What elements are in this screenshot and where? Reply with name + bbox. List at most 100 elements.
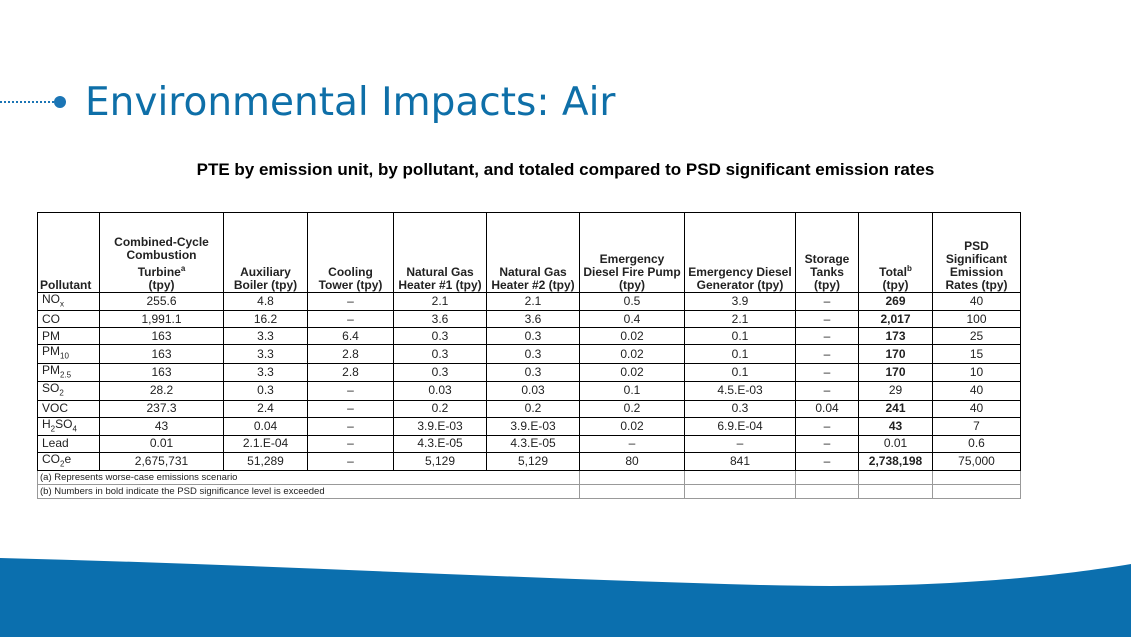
value-cell: 3.3 [223, 344, 308, 364]
pollutant-cell: H2SO4 [37, 416, 100, 436]
value-cell: 5,129 [393, 451, 487, 472]
pollutant-cell: PM [37, 327, 100, 346]
emissions-table: Pollutant Combined-Cycle Combustion Turb… [37, 212, 1021, 500]
value-cell: 2.1 [486, 291, 580, 312]
psd-rate-cell: 15 [932, 344, 1021, 364]
pollutant-cell: Lead [37, 434, 100, 453]
total-cell: 2,738,198 [858, 451, 933, 472]
value-cell: – [307, 434, 394, 453]
pollutant-cell: CO [37, 310, 100, 329]
table-row: CO2e 2,675,731 51,289–5,129 5,129 80 841–2,73… [37, 451, 1021, 472]
psd-rate-cell: 40 [932, 381, 1021, 401]
table-row: PM10 163 3.3 2.8 0.3 0.3 0.02 0.1–170 15 [37, 344, 1021, 364]
value-cell: 3.9 [684, 291, 796, 312]
title-bullet-icon [54, 96, 66, 108]
value-cell: 0.1 [579, 381, 685, 401]
psd-rate-cell: 40 [932, 399, 1021, 418]
title-dotted-line [0, 101, 58, 103]
pollutant-cell: NOx [37, 291, 100, 312]
value-cell: 2.4 [223, 399, 308, 418]
value-cell: – [795, 310, 859, 329]
note-b: (b) Numbers in bold indicate the PSD sig… [37, 484, 580, 500]
value-cell: – [684, 434, 796, 453]
value-cell: 0.03 [486, 381, 580, 401]
value-cell: 4.3.E-05 [486, 434, 580, 453]
value-cell: 0.2 [579, 399, 685, 418]
header-gas-heater-1: Natural Gas Heater #1 (tpy) [393, 212, 487, 293]
value-cell: 0.1 [684, 327, 796, 346]
value-cell: 43 [99, 416, 224, 436]
value-cell: 2.8 [307, 362, 394, 383]
value-cell: – [307, 399, 394, 418]
header-gas-heater-2: Natural Gas Heater #2 (tpy) [486, 212, 580, 293]
header-storage-tanks: Storage Tanks (tpy) [795, 212, 859, 293]
total-cell: 29 [858, 381, 933, 401]
value-cell: 0.03 [393, 381, 487, 401]
value-cell: 0.3 [393, 327, 487, 346]
value-cell: 0.3 [393, 344, 487, 364]
value-cell: 2.8 [307, 344, 394, 364]
psd-rate-cell: 100 [932, 310, 1021, 329]
value-cell: 163 [99, 362, 224, 383]
value-cell: 1,991.1 [99, 310, 224, 329]
value-cell: 0.02 [579, 416, 685, 436]
value-cell: – [307, 310, 394, 329]
value-cell: 0.04 [223, 416, 308, 436]
value-cell: 2,675,731 [99, 451, 224, 472]
value-cell: 16.2 [223, 310, 308, 329]
value-cell: 0.5 [579, 291, 685, 312]
total-cell: 170 [858, 362, 933, 383]
value-cell: – [795, 362, 859, 383]
value-cell: 0.01 [99, 434, 224, 453]
pollutant-cell: VOC [37, 399, 100, 418]
header-diesel-generator: Emergency Diesel Generator (tpy) [684, 212, 796, 293]
value-cell: 0.1 [684, 362, 796, 383]
value-cell: 6.4 [307, 327, 394, 346]
value-cell: 0.3 [393, 362, 487, 383]
value-cell: – [795, 291, 859, 312]
value-cell: 3.3 [223, 327, 308, 346]
value-cell: – [795, 344, 859, 364]
value-cell: 3.9.E-03 [393, 416, 487, 436]
value-cell: 0.4 [579, 310, 685, 329]
value-cell: 0.3 [486, 344, 580, 364]
value-cell: – [795, 416, 859, 436]
table-row: VOC 237.3 2.4–0.2 0.2 0.2 0.3 0.04 241 40 [37, 399, 1021, 418]
value-cell: 3.9.E-03 [486, 416, 580, 436]
value-cell: 2.1 [393, 291, 487, 312]
value-cell: 0.3 [684, 399, 796, 418]
table-row: PM 163 3.3 6.4 0.3 0.3 0.02 0.1–173 25 [37, 327, 1021, 346]
value-cell: 3.6 [486, 310, 580, 329]
header-aux-boiler: Auxiliary Boiler (tpy) [223, 212, 308, 293]
header-turbine: Combined-Cycle Combustion Turbinea (tpy) [99, 212, 224, 293]
value-cell: 0.3 [486, 327, 580, 346]
pollutant-cell: SO2 [37, 381, 100, 401]
table-row: PM2.5 163 3.3 2.8 0.3 0.3 0.02 0.1–170 10 [37, 362, 1021, 383]
value-cell: 163 [99, 327, 224, 346]
footer-wave [0, 558, 1131, 637]
pollutant-cell: PM10 [37, 344, 100, 364]
psd-rate-cell: 75,000 [932, 451, 1021, 472]
total-cell: 2,017 [858, 310, 933, 329]
psd-rate-cell: 7 [932, 416, 1021, 436]
total-cell: 241 [858, 399, 933, 418]
note-a: (a) Represents worse-case emissions scen… [37, 470, 580, 486]
value-cell: – [795, 434, 859, 453]
table-row: SO2 28.2 0.3–0.03 0.03 0.1 4.5.E-03–29 40 [37, 381, 1021, 401]
table-row: Lead 0.01 2.1.E-04–4.3.E-05 4.3.E-05– – –0.01… [37, 434, 1021, 453]
value-cell: 0.02 [579, 344, 685, 364]
value-cell: 163 [99, 344, 224, 364]
value-cell: 255.6 [99, 291, 224, 312]
total-cell: 269 [858, 291, 933, 312]
psd-rate-cell: 40 [932, 291, 1021, 312]
value-cell: 6.9.E-04 [684, 416, 796, 436]
value-cell: 237.3 [99, 399, 224, 418]
value-cell: – [795, 381, 859, 401]
value-cell: – [307, 416, 394, 436]
value-cell: 4.8 [223, 291, 308, 312]
value-cell: 2.1 [684, 310, 796, 329]
header-pollutant: Pollutant [37, 212, 100, 293]
value-cell: 4.5.E-03 [684, 381, 796, 401]
value-cell: 0.3 [486, 362, 580, 383]
header-psd-rates: PSD Significant Emission Rates (tpy) [932, 212, 1021, 293]
